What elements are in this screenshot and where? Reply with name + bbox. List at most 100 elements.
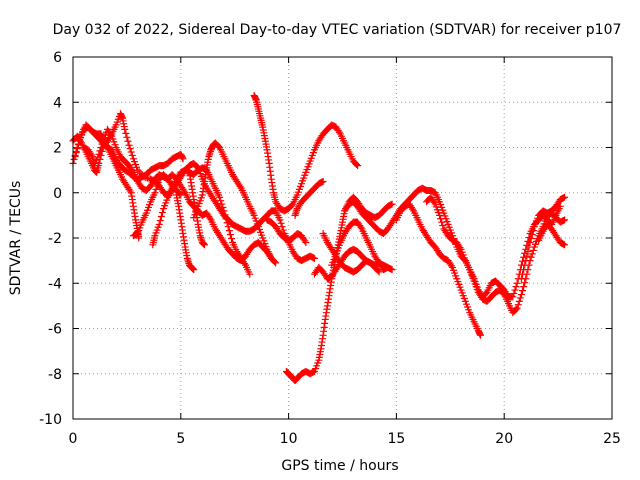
data-point bbox=[190, 266, 198, 274]
data-point bbox=[95, 150, 103, 158]
data-point bbox=[302, 239, 310, 247]
data-point bbox=[527, 235, 535, 243]
data-point bbox=[127, 148, 135, 156]
data-point bbox=[72, 149, 80, 157]
y-tick-label: 2 bbox=[53, 141, 62, 157]
data-point bbox=[438, 218, 446, 226]
data-point bbox=[514, 301, 522, 309]
data-point bbox=[521, 261, 529, 269]
data-point bbox=[388, 200, 396, 208]
data-point bbox=[226, 231, 234, 239]
data-point bbox=[456, 244, 464, 252]
data-point bbox=[529, 227, 537, 235]
data-point bbox=[526, 239, 534, 247]
data-point bbox=[513, 304, 521, 312]
data-point bbox=[246, 270, 254, 278]
y-tick-label: -10 bbox=[39, 412, 62, 428]
x-tick-label: 5 bbox=[176, 431, 185, 447]
data-point bbox=[236, 183, 244, 191]
data-point bbox=[216, 193, 224, 201]
y-tick-label: -4 bbox=[48, 276, 62, 292]
data-point bbox=[135, 168, 143, 176]
data-point bbox=[277, 219, 285, 227]
data-point bbox=[509, 293, 517, 301]
data-point bbox=[520, 283, 528, 291]
series-arc-12 bbox=[291, 177, 327, 219]
data-point bbox=[276, 216, 284, 224]
data-point bbox=[278, 223, 286, 231]
data-point bbox=[528, 231, 536, 239]
x-tick-label: 20 bbox=[495, 431, 513, 447]
x-tick-label: 0 bbox=[69, 431, 78, 447]
data-point bbox=[180, 187, 188, 195]
data-point bbox=[561, 241, 569, 249]
data-point bbox=[515, 297, 523, 305]
data-point bbox=[179, 155, 187, 163]
data-point bbox=[476, 331, 484, 339]
data-point bbox=[388, 266, 396, 274]
series-arc-18 bbox=[392, 200, 484, 339]
data-point bbox=[512, 283, 520, 291]
y-tick-label: -8 bbox=[48, 367, 62, 383]
data-point bbox=[522, 257, 530, 265]
x-tick-label: 25 bbox=[603, 431, 621, 447]
data-point bbox=[301, 237, 309, 245]
data-point bbox=[517, 275, 525, 283]
data-point bbox=[158, 209, 166, 217]
data-point bbox=[520, 266, 528, 274]
data-point bbox=[107, 130, 115, 138]
data-point bbox=[310, 254, 318, 262]
data-point bbox=[409, 205, 417, 213]
data-point bbox=[357, 223, 365, 231]
data-point bbox=[157, 213, 165, 221]
data-point bbox=[217, 197, 225, 205]
data-point bbox=[561, 193, 569, 201]
y-tick-label: 6 bbox=[53, 50, 62, 66]
data-point bbox=[77, 137, 85, 145]
data-point bbox=[201, 241, 209, 249]
series-arc-6 bbox=[149, 159, 318, 265]
series-arc-7 bbox=[172, 191, 198, 274]
data-point bbox=[374, 267, 382, 275]
data-point bbox=[128, 151, 136, 159]
y-tick-labels: 6 4 2 0 -2 -4 -6 -8 -10 bbox=[39, 50, 62, 428]
data-point bbox=[73, 145, 81, 153]
y-tick-label: 0 bbox=[53, 186, 62, 202]
data-point bbox=[153, 182, 161, 190]
chart-title: Day 032 of 2022, Sidereal Day-to-day VTE… bbox=[53, 22, 622, 38]
data-point bbox=[152, 185, 160, 193]
data-point bbox=[513, 279, 521, 287]
data-point bbox=[193, 163, 201, 171]
series-arc-19 bbox=[423, 193, 569, 317]
data-point bbox=[519, 287, 527, 295]
series-arc-9 bbox=[190, 139, 280, 267]
data-point bbox=[384, 263, 392, 271]
data-point bbox=[227, 235, 235, 243]
y-tick-label: -6 bbox=[48, 322, 62, 338]
data-point bbox=[272, 259, 280, 267]
series-arc-11 bbox=[263, 216, 310, 247]
data-point bbox=[224, 223, 232, 231]
y-tick-label: 4 bbox=[53, 95, 62, 111]
data-point bbox=[512, 305, 520, 313]
data-point bbox=[225, 227, 233, 235]
data-point bbox=[128, 167, 136, 175]
data-points bbox=[69, 91, 569, 385]
data-point bbox=[528, 250, 536, 258]
data-point bbox=[511, 286, 519, 294]
data-point bbox=[519, 270, 527, 278]
data-point bbox=[319, 177, 327, 185]
data-point bbox=[439, 222, 447, 230]
data-point bbox=[271, 258, 279, 266]
series-arc-13 bbox=[282, 193, 396, 385]
data-point bbox=[430, 198, 438, 206]
series-arc-20 bbox=[517, 193, 569, 283]
data-point bbox=[353, 160, 361, 168]
data-point bbox=[561, 216, 569, 224]
plot-frame bbox=[72, 56, 613, 420]
data-point bbox=[527, 253, 535, 261]
data-point bbox=[135, 234, 143, 242]
series-arc-5 bbox=[129, 171, 185, 240]
data-point bbox=[156, 216, 164, 224]
